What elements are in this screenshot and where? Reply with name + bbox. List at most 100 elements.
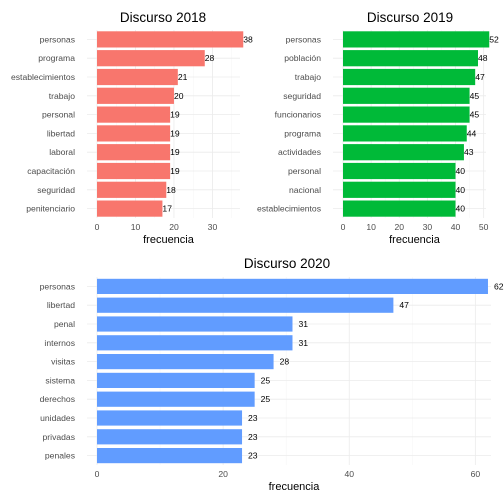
data-label: 25 xyxy=(261,375,271,385)
bar xyxy=(97,354,274,370)
category-label: establecimientos xyxy=(11,72,75,82)
data-label: 23 xyxy=(248,451,258,461)
category-label: internos xyxy=(44,338,75,348)
category-label: población xyxy=(284,53,321,63)
category-label: penales xyxy=(45,451,75,461)
bar xyxy=(97,335,293,351)
x-tick-label: 10 xyxy=(366,222,376,232)
bar xyxy=(343,87,470,104)
data-label: 19 xyxy=(170,166,180,176)
data-label: 28 xyxy=(205,53,215,63)
data-label: 62 xyxy=(494,281,504,291)
bar xyxy=(97,106,171,123)
bar xyxy=(343,106,470,123)
category-label: visitas xyxy=(51,357,75,367)
x-tick-label: 40 xyxy=(344,469,354,479)
category-label: programa xyxy=(38,53,75,63)
bar xyxy=(97,391,255,407)
bar xyxy=(343,125,467,142)
chart-panel-0: Discurso 2018 0 10 20 30 personas 38 programa 28… xyxy=(11,10,253,246)
data-label: 45 xyxy=(470,91,480,101)
data-label: 18 xyxy=(166,185,176,195)
bar xyxy=(97,162,171,180)
data-label: 19 xyxy=(170,128,180,138)
bar xyxy=(343,31,490,48)
category-label: actividades xyxy=(278,147,321,157)
x-tick-label: 20 xyxy=(218,469,228,479)
data-label: 52 xyxy=(489,34,499,44)
category-label: programa xyxy=(284,128,321,138)
bar xyxy=(97,200,163,217)
bar xyxy=(343,144,464,161)
bar xyxy=(97,429,243,445)
category-label: sistema xyxy=(45,375,75,385)
bar xyxy=(97,31,244,48)
bar xyxy=(97,50,205,67)
category-label: trabajo xyxy=(295,72,321,82)
x-tick-label: 40 xyxy=(451,222,461,232)
data-label: 44 xyxy=(467,128,477,138)
data-label: 19 xyxy=(170,147,180,157)
chart-panel-1: Discurso 2019 0 10 20 30 40 50 personas 52 poblac… xyxy=(257,10,499,246)
bar xyxy=(97,125,171,142)
data-label: 31 xyxy=(298,338,308,348)
data-label: 20 xyxy=(174,91,184,101)
data-label: 19 xyxy=(170,110,180,120)
x-axis-label: frecuencia xyxy=(389,234,441,246)
data-label: 23 xyxy=(248,413,258,423)
data-label: 31 xyxy=(298,319,308,329)
bar xyxy=(343,50,478,67)
x-tick-label: 30 xyxy=(208,222,218,232)
bar xyxy=(97,278,488,294)
x-tick-label: 0 xyxy=(341,222,346,232)
category-label: seguridad xyxy=(37,185,75,195)
category-label: capacitación xyxy=(27,166,75,176)
category-label: derechos xyxy=(40,394,75,404)
data-label: 38 xyxy=(243,34,253,44)
bar xyxy=(97,297,394,313)
data-label: 40 xyxy=(456,185,466,195)
x-tick-label: 50 xyxy=(479,222,489,232)
data-label: 47 xyxy=(475,72,485,82)
bar xyxy=(97,144,171,161)
chart-panel-2: Discurso 2020 0 20 40 60 personas 62 libertad 47… xyxy=(40,256,504,493)
category-label: unidades xyxy=(40,413,75,423)
bar xyxy=(343,68,476,86)
category-label: personas xyxy=(40,281,75,291)
x-tick-label: 20 xyxy=(169,222,179,232)
bar xyxy=(343,200,456,217)
data-label: 25 xyxy=(261,394,271,404)
category-label: nacional xyxy=(289,185,321,195)
category-label: funcionarios xyxy=(275,110,321,120)
category-label: libertad xyxy=(47,128,75,138)
bar xyxy=(343,181,456,198)
data-label: 40 xyxy=(456,166,466,176)
x-tick-label: 10 xyxy=(131,222,141,232)
bar xyxy=(97,372,255,388)
category-label: seguridad xyxy=(283,91,321,101)
x-tick-label: 0 xyxy=(95,222,100,232)
chart-title: Discurso 2020 xyxy=(244,256,330,271)
data-label: 40 xyxy=(456,204,466,214)
data-label: 47 xyxy=(399,300,409,310)
bar xyxy=(97,87,174,104)
category-label: personal xyxy=(42,110,75,120)
data-label: 43 xyxy=(464,147,474,157)
x-tick-label: 20 xyxy=(394,222,404,232)
chart-title: Discurso 2019 xyxy=(367,10,453,25)
bar xyxy=(97,68,178,86)
x-tick-label: 0 xyxy=(95,469,100,479)
category-label: penitenciario xyxy=(26,204,75,214)
category-label: penal xyxy=(54,319,75,329)
chart-title: Discurso 2018 xyxy=(120,10,206,25)
category-label: libertad xyxy=(47,300,75,310)
data-label: 17 xyxy=(162,204,172,214)
data-label: 48 xyxy=(478,53,488,63)
data-label: 23 xyxy=(248,432,258,442)
data-label: 28 xyxy=(280,357,290,367)
bar xyxy=(97,448,243,464)
category-label: trabajo xyxy=(49,91,75,101)
category-label: personas xyxy=(40,34,75,44)
x-tick-label: 60 xyxy=(471,469,481,479)
